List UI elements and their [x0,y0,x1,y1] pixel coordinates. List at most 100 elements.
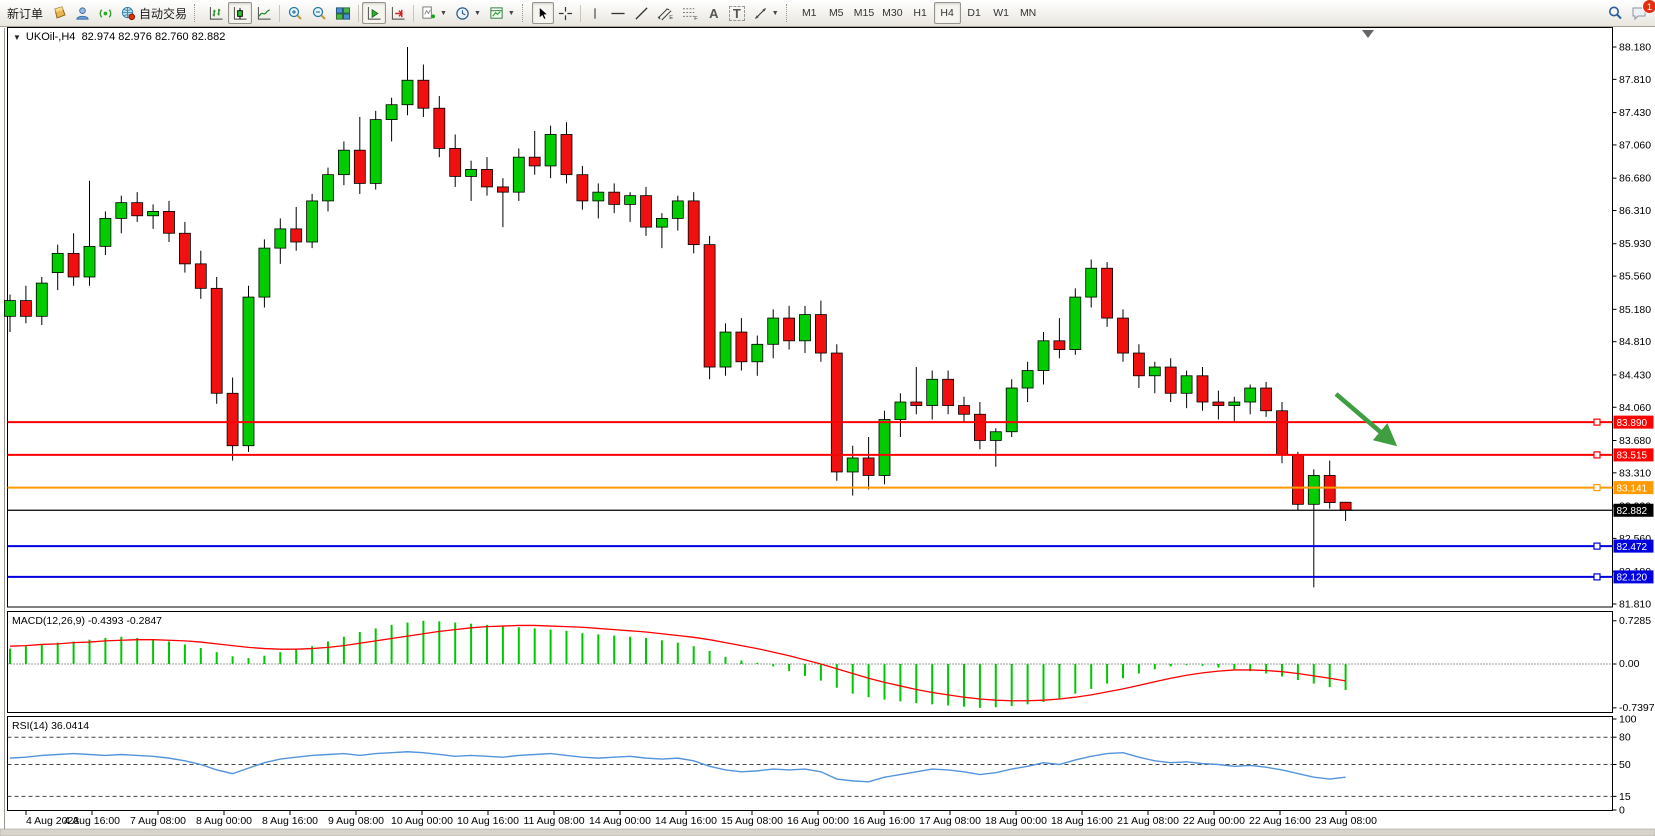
price-tick-label: 81.810 [1619,599,1651,611]
candle-body [1196,375,1209,403]
down-arrow-annotation[interactable] [1334,392,1398,447]
svg-text:82.882: 82.882 [1617,506,1648,517]
timeframe-h1-button[interactable]: H1 [907,2,934,24]
time-tick-label: 14 Aug 16:00 [655,815,717,827]
timeframe-m15-button[interactable]: M15 [850,2,878,24]
periods-button[interactable]: ▼ [451,2,485,24]
arrows-tool-button[interactable]: ▼ [749,2,783,24]
trendline-tool-button[interactable] [630,2,653,24]
templates-button[interactable]: ▼ [485,2,519,24]
timeframe-d1-button[interactable]: D1 [961,2,988,24]
indicators-button[interactable]: ▼ [417,2,451,24]
window-bottom-strip [0,828,1655,836]
candlestick-mode-button[interactable] [228,2,253,24]
candle-down [353,116,366,194]
bar-chart-mode-button[interactable] [204,2,228,24]
horizontal-lines [7,418,1613,581]
candle-body [353,149,366,184]
channel-tool-button[interactable]: E [653,2,678,24]
chart-shift-marker[interactable] [1362,30,1374,38]
macd-indicator-label: MACD(12,26,9) -0.4393 -0.2847 [12,615,162,627]
candle-body [417,79,430,109]
macd-indicator: 0.7285 0.00 -0.7397 [7,615,1655,714]
cursor-tool-button[interactable] [531,2,554,24]
line-handle[interactable] [1593,418,1601,426]
timeframe-m30-button[interactable]: M30 [878,2,906,24]
fibonacci-tool-button[interactable]: F [678,2,703,24]
line-handle[interactable] [1593,451,1601,459]
candle-body [369,119,382,184]
timeframe-label: MN [1019,7,1037,19]
text-tool-button[interactable]: A [703,2,725,24]
candle-down [735,318,748,371]
vertical-line-icon [594,7,596,19]
line-handle[interactable] [1593,542,1601,550]
candle-body [115,202,128,219]
svg-text:83.515: 83.515 [1617,451,1648,462]
timeframe-m5-button[interactable]: M5 [823,2,850,24]
notifications-button[interactable]: 1 [1627,0,1655,24]
new-order-button[interactable]: 新订单 [3,2,47,24]
candle-down [608,183,621,214]
rsi-indicator-label: RSI(14) 36.0414 [12,720,90,732]
timeframe-m1-button[interactable]: M1 [796,2,823,24]
candle-body [337,149,350,176]
symbol-ohlc-values: 82.974 82.976 82.760 82.882 [81,31,226,43]
line-studies-toolbar: E F A T ▼ [531,0,783,26]
crosshair-tool-button[interactable] [554,2,577,24]
line-chart-mode-button[interactable] [252,2,276,24]
toolbar-drag-handle[interactable] [194,4,199,22]
profile-button[interactable] [71,2,94,24]
candle-up [719,323,732,376]
candle-down [862,436,875,490]
toolbar-drag-handle[interactable] [785,4,791,22]
candle-body [608,191,621,205]
auto-scroll-button[interactable] [362,2,387,24]
price-tag: 83.141 [1613,481,1654,494]
chart-symbol-label[interactable]: ▼ UKOil-,H4 82.974 82.976 82.760 82.882 [13,31,225,43]
dropdown-arrow-icon: ▼ [473,9,481,17]
timeframe-w1-button[interactable]: W1 [988,2,1015,24]
chart-shift-button[interactable] [386,2,410,24]
tile-windows-button[interactable] [331,2,355,24]
candle-down [1323,460,1336,509]
candle-body [624,195,636,205]
price-axis[interactable]: 88.180 87.810 87.430 87.060 86.680 86.310 85.9… [1612,42,1654,611]
line-handle[interactable] [1593,484,1601,492]
timeframe-label: M30 [882,7,903,19]
candle-down [449,134,462,187]
auto-trading-button[interactable]: 自动交易 [117,2,191,24]
text-label-tool-button[interactable]: T [725,2,749,24]
macd-pane[interactable] [7,611,1613,713]
candle-body [1085,267,1098,298]
vertical-line-tool-button[interactable] [584,2,606,24]
trendline-icon [635,6,648,20]
gold-symbol-icon[interactable] [47,2,71,24]
candle-body [862,457,875,476]
svg-text:82.472: 82.472 [1617,542,1648,553]
zoom-out-button[interactable] [307,2,331,24]
toolbar-drag-handle[interactable] [521,4,527,22]
rsi-pane[interactable] [7,716,1613,811]
timeframe-h4-button[interactable]: H4 [933,2,961,24]
search-button[interactable] [1603,2,1627,24]
candle-down [290,207,303,251]
candle-up [1085,259,1098,308]
timeframe-label: H4 [940,7,954,19]
signals-button[interactable] [94,2,117,24]
arrow-objects-icon [754,7,766,19]
clock-icon [456,6,469,20]
timeframe-mn-button[interactable]: MN [1015,2,1042,24]
candle-down [910,367,923,415]
candle-up [1148,361,1161,394]
time-tick-label: 7 Aug 08:00 [130,815,186,827]
chart-dropdown-icon[interactable]: ▼ [13,33,21,42]
horizontal-line-tool-button[interactable] [606,2,630,24]
line-handle[interactable] [1593,573,1601,581]
zoom-in-button[interactable] [283,2,307,24]
time-tick-label: 10 Aug 00:00 [391,815,453,827]
price-tag: 82.472 [1613,539,1654,553]
price-tag: 82.882 [1613,503,1654,517]
